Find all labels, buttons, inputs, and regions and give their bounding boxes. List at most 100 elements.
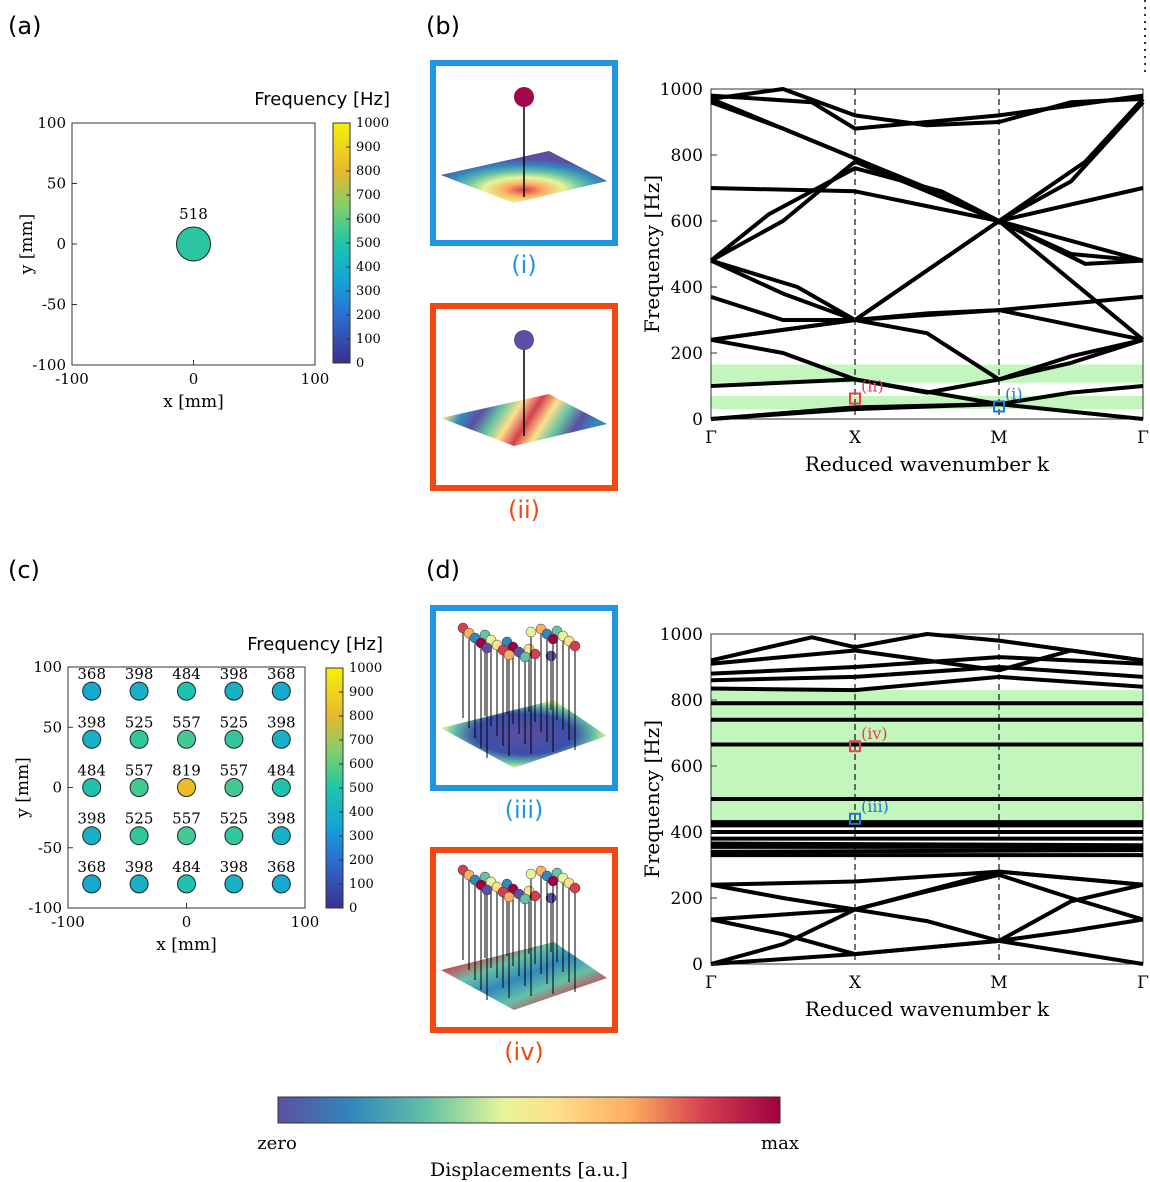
resonator-freq-label-c: 368 xyxy=(77,665,106,683)
displacement-colorbar-title: Displacements [a.u.] xyxy=(430,1159,628,1181)
y-tick-label-a: -50 xyxy=(42,296,66,314)
resonator-dot-c xyxy=(271,729,291,749)
resonator-dot-c xyxy=(224,729,244,749)
colorbar-tick-label-a: 1000 xyxy=(356,116,389,131)
resonator-mass-iv xyxy=(503,891,515,903)
colorbar-tick-label-c: 900 xyxy=(349,685,374,700)
mode-marker-d xyxy=(849,812,861,825)
k-tick-label-d: M xyxy=(990,973,1007,993)
resonator-freq-label-c: 525 xyxy=(220,713,249,731)
x-tick-label-a: 0 xyxy=(189,370,199,388)
colorbar-tick-label-a: 100 xyxy=(356,332,381,347)
displacement-colorbar xyxy=(277,1096,781,1124)
resonator-freq-label-c: 398 xyxy=(267,713,296,731)
resonator-dot-c xyxy=(224,826,244,846)
k-tick-label-d: Γ xyxy=(1137,973,1149,993)
y-tick-label-c: 50 xyxy=(43,718,62,736)
y-axis-label-d: Frequency [Hz] xyxy=(640,720,664,878)
resonator-freq-label-c: 368 xyxy=(267,665,296,683)
resonator-dot-c xyxy=(224,874,244,894)
resonator-freq-label-c: 398 xyxy=(267,810,296,828)
resonator-freq-label-c: 484 xyxy=(267,762,296,780)
resonator-freq-label-c: 398 xyxy=(77,713,106,731)
resonator-freq-label-a: 518 xyxy=(179,205,208,223)
resonator-dot-c xyxy=(177,729,196,749)
colorbar-tick-label-a: 200 xyxy=(356,308,381,323)
resonator-freq-label-c: 368 xyxy=(77,858,106,876)
dispersion-branch-d xyxy=(710,674,1144,693)
resonator-dot-c xyxy=(129,874,149,894)
resonator-dot-c xyxy=(177,874,196,894)
colorbar-tick-label-c: 500 xyxy=(349,781,374,796)
dispersion-branch-b xyxy=(710,87,1144,128)
dispersion-branch-d xyxy=(710,632,1144,663)
y-tick-label-a: 100 xyxy=(37,114,66,132)
mode-label-i: (i) xyxy=(511,251,536,279)
resonator-freq-label-c: 484 xyxy=(172,858,201,876)
y-tick-label-a: 0 xyxy=(56,235,66,253)
band-gap-d xyxy=(711,690,1143,823)
resonator-mass-iv xyxy=(519,893,531,905)
resonator-freq-label-c: 398 xyxy=(77,810,106,828)
resonator-freq-label-c: 557 xyxy=(172,713,201,731)
colorbar-tick-label-c: 300 xyxy=(349,829,374,844)
resonator-mass-iii xyxy=(547,633,559,645)
resonator-dot-c xyxy=(129,681,149,701)
mode-marker-label-b: (ii) xyxy=(861,377,884,396)
y-tick-label-c: -50 xyxy=(38,839,62,857)
y-tick-label-b: 400 xyxy=(671,278,703,298)
resonator-freq-label-c: 525 xyxy=(220,810,249,828)
dispersion-branch-d xyxy=(710,848,1144,854)
resonator-dot-c xyxy=(82,729,102,749)
colorbar-tick-label-a: 900 xyxy=(356,140,381,155)
mode-marker-b xyxy=(849,392,861,405)
resonator-dot-c xyxy=(82,826,102,846)
resonator-dot-c xyxy=(177,681,196,701)
y-tick-label-b: 600 xyxy=(671,212,703,232)
x-tick-label-c: 0 xyxy=(182,913,192,931)
resonator-mass-iv xyxy=(481,884,493,896)
mode-marker-label-d: (iv) xyxy=(861,724,888,743)
dispersion-branch-b xyxy=(710,402,1000,421)
colorbar-tick-label-a: 0 xyxy=(356,356,364,371)
resonator-dot-c xyxy=(224,778,244,797)
colorbar-tick-label-c: 800 xyxy=(349,709,374,724)
mode-marker-d xyxy=(849,740,861,753)
y-tick-label-d: 0 xyxy=(692,955,703,975)
resonator-freq-label-c: 557 xyxy=(125,762,154,780)
dispersion-branch-b xyxy=(710,186,1144,223)
resonator-freq-label-c: 557 xyxy=(172,810,201,828)
y-tick-label-a: -100 xyxy=(32,356,66,374)
x-tick-label-a: 100 xyxy=(301,370,330,388)
y-tick-label-b: 800 xyxy=(671,146,703,166)
y-tick-label-d: 800 xyxy=(671,691,703,711)
resonator-dot-c xyxy=(224,681,244,701)
membrane-surface-iv xyxy=(441,942,607,1010)
y-axis-label-b: Frequency [Hz] xyxy=(640,175,664,333)
dispersion-branch-b xyxy=(710,337,1144,395)
dispersion-branch-d xyxy=(710,869,1144,887)
membrane-surface-iii xyxy=(441,700,607,768)
resonator-dot-c xyxy=(129,729,149,749)
y-tick-label-b: 200 xyxy=(671,344,703,364)
colorbar-tick-label-a: 300 xyxy=(356,284,381,299)
mode-marker-label-b: (i) xyxy=(1005,384,1023,403)
resonator-dot-c xyxy=(82,778,102,797)
colorbar-tick-label-a: 800 xyxy=(356,164,381,179)
resonator-freq-label-c: 368 xyxy=(267,858,296,876)
x-axis-label-a: x [mm] xyxy=(163,392,224,412)
dispersion-branch-d xyxy=(710,841,1144,848)
colorbar-title-c: Frequency [Hz] xyxy=(247,634,383,655)
y-tick-label-d: 200 xyxy=(671,889,703,909)
colorbar-tick-label-c: 700 xyxy=(349,733,374,748)
resonator-mass-iii xyxy=(519,651,531,663)
resonator-dot-c xyxy=(129,826,149,846)
y-tick-label-d: 400 xyxy=(671,823,703,843)
k-tick-label-d: X xyxy=(849,973,862,993)
x-axis-label-c: x [mm] xyxy=(156,935,217,955)
resonator-freq-label-c: 819 xyxy=(172,762,201,780)
x-tick-label-a: -100 xyxy=(55,370,89,388)
resonator-freq-label-c: 525 xyxy=(125,810,154,828)
band-gap-b xyxy=(711,364,1143,383)
